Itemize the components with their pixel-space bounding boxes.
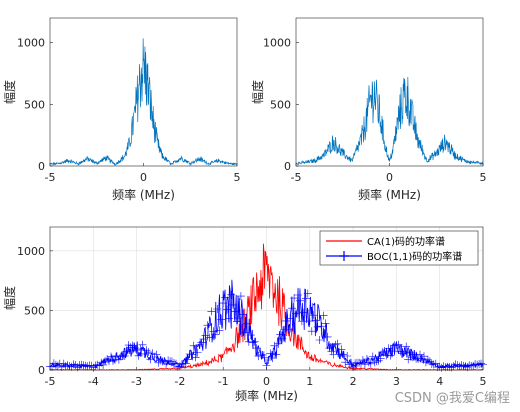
legend-label-boc: BOC(1,1)码的功率谱 bbox=[367, 250, 462, 263]
ylabel-bottom: 幅度 bbox=[2, 286, 17, 310]
x-tick-label: 0 bbox=[140, 171, 147, 184]
x-tick-label: 5 bbox=[480, 375, 487, 388]
x-tick-label: -2 bbox=[174, 375, 185, 388]
series-group-top-right bbox=[295, 76, 484, 166]
legend-marker-boc bbox=[339, 251, 349, 261]
y-tick-label: 500 bbox=[270, 98, 291, 111]
legend-box bbox=[319, 230, 479, 266]
x-tick-label: 1 bbox=[306, 375, 313, 388]
series-line-top-right-0 bbox=[295, 76, 484, 166]
ylabel-top-left: 幅度 bbox=[2, 80, 17, 104]
y-tick-label: 1000 bbox=[17, 245, 45, 258]
x-tick-label: 5 bbox=[234, 171, 241, 184]
x-tick-label: 3 bbox=[393, 375, 400, 388]
y-tick-label: 0 bbox=[38, 160, 45, 173]
legend: CA(1)码的功率谱 BOC(1,1)码的功率谱 bbox=[319, 230, 479, 266]
y-tick-label: 500 bbox=[24, 304, 45, 317]
x-tick-label: -3 bbox=[131, 375, 142, 388]
x-tick-label: 0 bbox=[263, 375, 270, 388]
y-tick-label: 0 bbox=[38, 364, 45, 377]
y-tick-label: 1000 bbox=[17, 37, 45, 50]
subplot-bottom: -5 -4 -3 -2 -1 0 1 2 3 4 5 0 500 1000 频率 (MHz) 幅度 CA(… bbox=[2, 226, 487, 403]
y-tick-label: 1000 bbox=[263, 37, 291, 50]
x-tick-label: 2 bbox=[350, 375, 357, 388]
x-tick-label: 5 bbox=[480, 171, 487, 184]
xlabel-top-left: 频率 (MHz) bbox=[112, 187, 175, 202]
y-tick-label: 500 bbox=[24, 98, 45, 111]
ticks-bottom: -5 -4 -3 -2 -1 0 1 2 3 4 5 0 500 1000 bbox=[17, 245, 487, 388]
x-tick-label: -5 bbox=[291, 171, 302, 184]
series-group-top-left bbox=[49, 38, 238, 166]
xlabel-bottom: 频率 (MHz) bbox=[235, 388, 298, 403]
xlabel-top-right: 频率 (MHz) bbox=[358, 187, 421, 202]
y-tick-label: 0 bbox=[284, 160, 291, 173]
watermark: CSDN @我爱C编程 bbox=[394, 391, 510, 406]
x-tick-label: -4 bbox=[88, 375, 99, 388]
plot-area-top-right bbox=[296, 18, 483, 166]
legend-label-ca: CA(1)码的功率谱 bbox=[367, 235, 445, 248]
x-tick-label: -5 bbox=[45, 171, 56, 184]
ylabel-top-right: 幅度 bbox=[250, 80, 265, 104]
x-tick-label: -5 bbox=[45, 375, 56, 388]
x-tick-label: -1 bbox=[218, 375, 229, 388]
x-tick-label: 4 bbox=[436, 375, 443, 388]
series-line-top-left-0 bbox=[49, 38, 238, 166]
x-tick-label: 0 bbox=[386, 171, 393, 184]
